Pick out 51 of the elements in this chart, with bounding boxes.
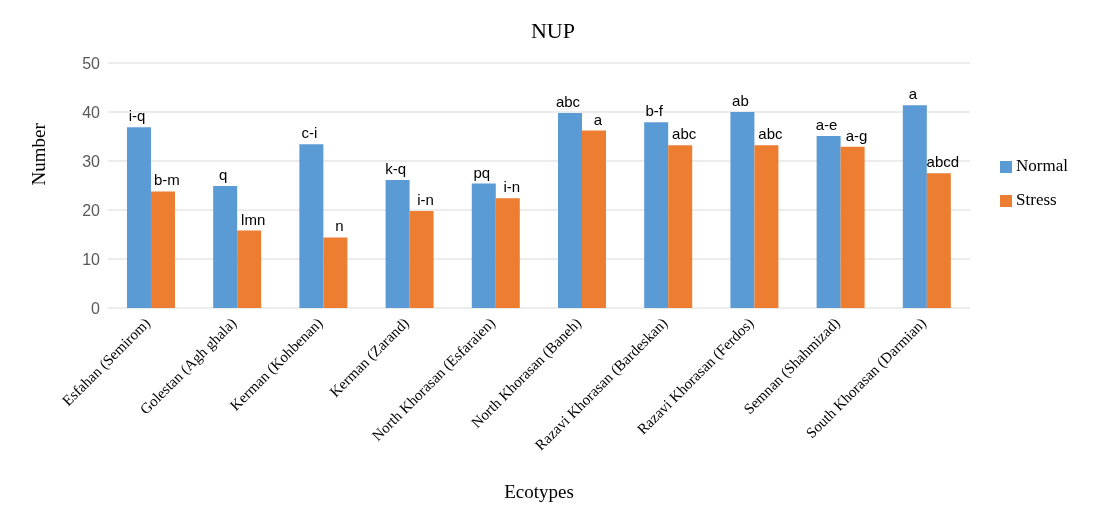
data-label: pq: [473, 163, 491, 181]
bar: [926, 173, 951, 308]
data-label: abc: [758, 125, 783, 143]
bar: [668, 145, 693, 308]
bar: [816, 136, 841, 308]
bar: [644, 122, 669, 308]
bar: [495, 198, 520, 308]
data-label: a: [908, 85, 918, 103]
bar: [902, 105, 927, 308]
data-label: a: [593, 110, 603, 128]
data-label: abcd: [926, 153, 960, 171]
y-tick-label: 50: [82, 54, 101, 72]
data-label: i-q: [128, 107, 146, 125]
data-label: b-f: [645, 102, 664, 120]
bar: [237, 230, 262, 308]
y-tick-label: 40: [82, 103, 101, 121]
bar: [126, 127, 151, 308]
bar: [323, 237, 348, 308]
data-label: abc: [672, 125, 697, 143]
bar: [299, 144, 324, 308]
bar: [754, 145, 779, 308]
data-label: lmn: [241, 210, 266, 228]
y-tick-label: 10: [82, 250, 101, 268]
data-label: k-q: [385, 160, 407, 178]
data-label: i-n: [417, 190, 434, 208]
bar: [409, 210, 434, 308]
bar: [471, 183, 496, 308]
chart-title: NUP: [530, 18, 576, 45]
bar: [840, 146, 865, 308]
legend-label: Stress: [1016, 190, 1057, 209]
bar: [385, 180, 410, 308]
data-label: c-i: [301, 124, 318, 142]
data-label: i-n: [503, 178, 521, 196]
bar: [730, 112, 755, 308]
y-axis-title: Number: [27, 122, 49, 186]
data-label: a-e: [815, 116, 838, 134]
data-label: ab: [732, 92, 749, 109]
bar: [213, 185, 238, 308]
x-axis-title: Ecotypes: [504, 481, 574, 502]
data-label: q: [219, 165, 228, 183]
bar: [150, 191, 175, 308]
y-tick-label: 30: [82, 152, 101, 170]
legend-label: Normal: [1016, 156, 1068, 175]
data-label: a-g: [845, 126, 868, 144]
bar: [582, 130, 606, 308]
y-tick-label: 0: [91, 299, 101, 317]
y-tick-label: 20: [82, 201, 101, 219]
data-label: b-m: [154, 171, 180, 189]
data-label: n: [335, 217, 344, 235]
data-label: abc: [555, 92, 581, 110]
bar: [558, 112, 582, 308]
